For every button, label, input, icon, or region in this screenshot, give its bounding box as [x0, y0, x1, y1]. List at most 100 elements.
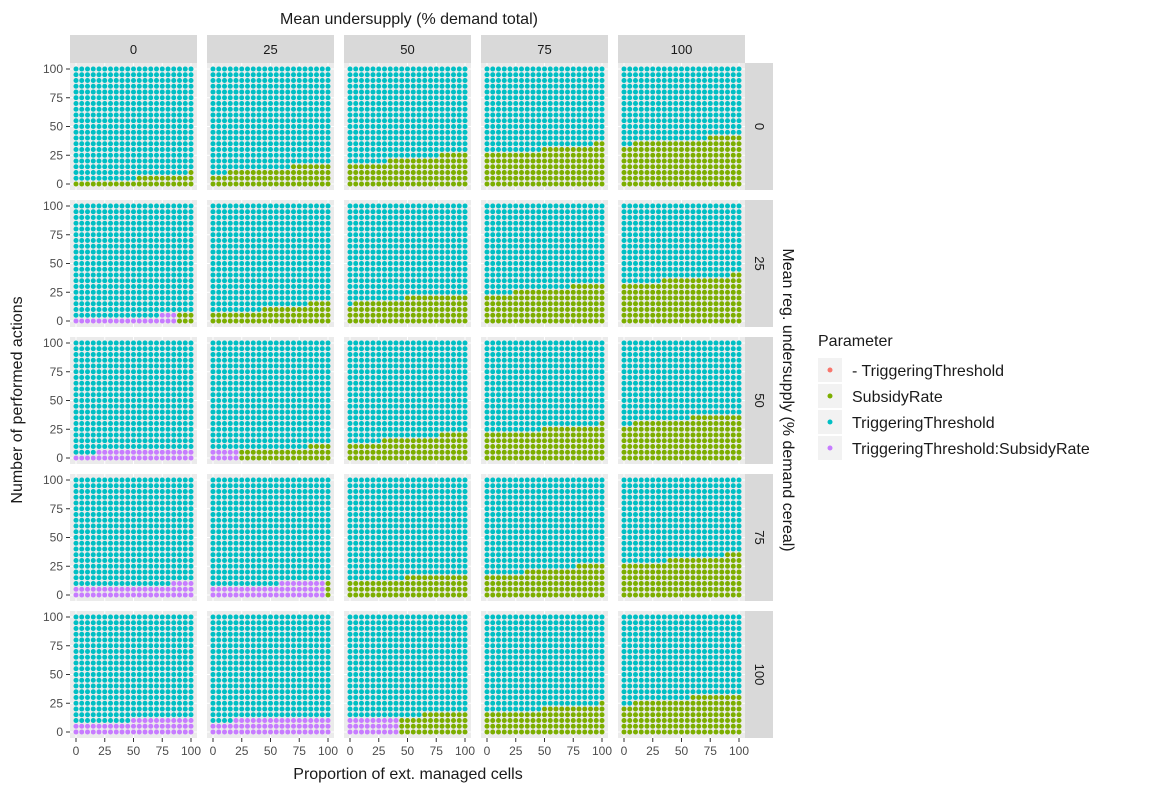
data-point	[553, 289, 559, 295]
data-point	[684, 158, 690, 164]
data-point	[296, 106, 302, 112]
data-point	[125, 449, 131, 455]
data-point	[171, 369, 177, 375]
data-point	[108, 124, 113, 129]
data-point	[302, 261, 308, 266]
data-point	[216, 101, 222, 106]
data-point	[393, 243, 399, 249]
data-point	[233, 220, 239, 226]
data-point	[416, 226, 422, 232]
data-point	[599, 255, 605, 261]
data-point	[325, 78, 331, 83]
data-point	[730, 83, 736, 89]
data-point	[416, 203, 422, 209]
data-point	[113, 284, 119, 289]
data-point	[85, 415, 90, 421]
data-point	[445, 215, 451, 220]
data-point	[530, 124, 536, 129]
data-point	[285, 272, 291, 278]
data-point	[273, 278, 279, 284]
data-point	[245, 181, 250, 187]
data-point	[582, 147, 588, 152]
data-point	[353, 266, 359, 272]
data-point	[285, 78, 291, 83]
data-point	[165, 266, 171, 272]
data-point	[576, 129, 582, 135]
data-point	[627, 278, 633, 284]
data-point	[524, 312, 530, 318]
data-point	[490, 147, 496, 152]
data-point	[222, 209, 227, 215]
data-point	[547, 152, 553, 158]
data-point	[376, 307, 382, 312]
data-point	[90, 357, 96, 363]
data-point	[359, 72, 364, 78]
data-point	[325, 226, 331, 232]
data-point	[165, 444, 171, 449]
data-point	[667, 112, 673, 118]
data-point	[736, 226, 742, 232]
data-point	[177, 141, 182, 147]
data-point	[730, 215, 736, 220]
data-point	[387, 255, 393, 261]
data-point	[171, 346, 177, 352]
data-point	[725, 220, 730, 226]
data-point	[216, 255, 222, 261]
data-point	[621, 307, 627, 312]
data-point	[154, 444, 159, 449]
data-point	[656, 226, 661, 232]
data-point	[353, 261, 359, 266]
data-point	[154, 415, 159, 421]
data-point	[245, 249, 250, 255]
data-point	[113, 95, 119, 101]
data-point	[387, 170, 393, 175]
data-point	[370, 66, 376, 72]
data-point	[599, 220, 605, 226]
data-point	[136, 289, 142, 295]
data-point	[113, 340, 119, 346]
data-point	[210, 118, 216, 124]
data-point	[661, 301, 667, 307]
data-point	[370, 164, 376, 170]
data-point	[633, 112, 638, 118]
data-point	[696, 307, 702, 312]
data-point	[325, 101, 331, 106]
data-point	[159, 215, 165, 220]
data-point	[188, 83, 194, 89]
data-point	[462, 284, 468, 289]
data-point	[456, 95, 462, 101]
data-point	[633, 232, 638, 238]
data-point	[507, 72, 513, 78]
data-point	[325, 255, 331, 261]
data-point	[416, 266, 422, 272]
data-point	[570, 249, 576, 255]
data-point	[233, 170, 239, 175]
data-point	[416, 312, 422, 318]
data-point	[119, 375, 125, 380]
data-point	[650, 181, 656, 187]
data-point	[707, 226, 713, 232]
data-point	[428, 318, 433, 324]
data-point	[570, 129, 576, 135]
data-point	[410, 124, 416, 129]
data-point	[524, 220, 530, 226]
data-point	[650, 129, 656, 135]
data-point	[216, 83, 222, 89]
data-point	[713, 141, 719, 147]
data-point	[182, 181, 188, 187]
data-point	[433, 101, 439, 106]
data-point	[376, 106, 382, 112]
data-point	[119, 106, 125, 112]
data-point	[216, 129, 222, 135]
data-point	[370, 106, 376, 112]
data-point	[638, 124, 644, 129]
data-point	[222, 203, 227, 209]
data-point	[250, 101, 256, 106]
data-point	[428, 301, 433, 307]
data-point	[490, 220, 496, 226]
data-point	[399, 118, 405, 124]
data-point	[621, 89, 627, 95]
data-point	[547, 220, 553, 226]
data-point	[154, 118, 159, 124]
data-point	[131, 181, 136, 187]
